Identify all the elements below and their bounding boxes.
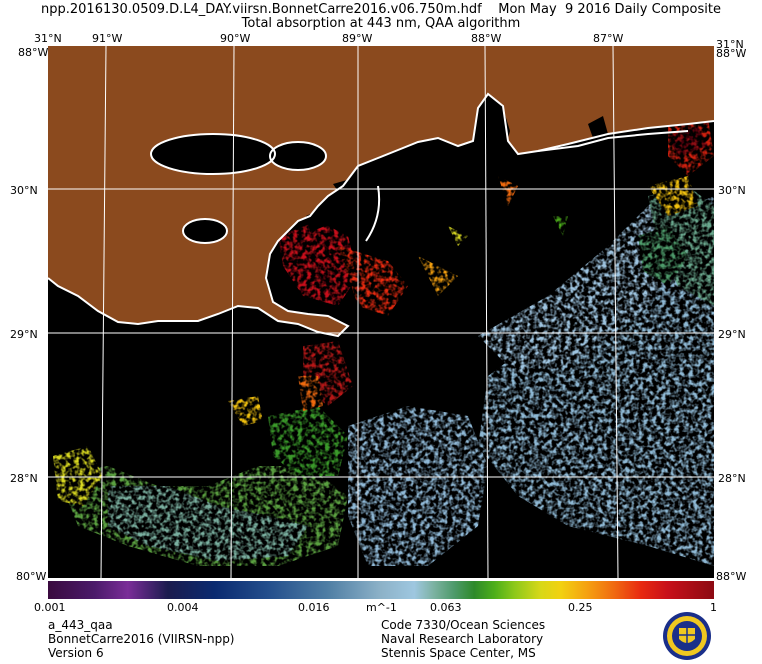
lat-label-28n-right: 28°N bbox=[718, 472, 746, 485]
lon-label-89w: 89°W bbox=[342, 32, 373, 45]
corner-lon-bottom-right: 88°W bbox=[716, 570, 747, 583]
lon-label-91w: 91°W bbox=[92, 32, 123, 45]
colorbar-tick-0004: 0.004 bbox=[167, 601, 199, 614]
footer-code: Code 7330/Ocean Sciences bbox=[381, 618, 546, 632]
colorbar bbox=[48, 581, 714, 599]
footer-product: a_443_qaa bbox=[48, 618, 113, 632]
colorbar-tick-0016: 0.016 bbox=[298, 601, 330, 614]
colorbar-unit: m^-1 bbox=[366, 601, 397, 614]
lat-label-29n-left: 29°N bbox=[10, 328, 38, 341]
coastline bbox=[48, 92, 714, 338]
lat-label-30n-left: 30°N bbox=[10, 184, 38, 197]
corner-lon-top-left: 88°W bbox=[18, 46, 49, 59]
corner-lon-top-right: 88°W bbox=[716, 47, 747, 60]
corner-lat-top-right: 31°N bbox=[716, 38, 744, 51]
corner-lon-bottom-left: 80°W bbox=[16, 570, 47, 583]
colorbar-tick-025: 0.25 bbox=[568, 601, 593, 614]
absorption-data bbox=[53, 118, 714, 566]
lat-label-28n-left: 28°N bbox=[10, 472, 38, 485]
header-title: npp.2016130.0509.D.L4_DAY.viirsn.BonnetC… bbox=[41, 2, 721, 17]
graticule bbox=[48, 46, 714, 578]
nrl-seal-logo bbox=[663, 612, 711, 660]
map-svg bbox=[48, 46, 714, 578]
header-subtitle: Total absorption at 443 nm, QAA algorith… bbox=[241, 16, 521, 31]
corner-lat-top-left: 31°N bbox=[34, 32, 62, 45]
lon-label-88w: 88°W bbox=[471, 32, 502, 45]
colorbar-tick-1: 1 bbox=[710, 601, 717, 614]
lon-label-87w: 87°W bbox=[593, 32, 624, 45]
satellite-map bbox=[48, 46, 714, 578]
colorbar-tick-0063: 0.063 bbox=[430, 601, 462, 614]
lat-label-30n-right: 30°N bbox=[718, 184, 746, 197]
footer-location: Stennis Space Center, MS bbox=[381, 646, 536, 660]
lat-label-29n-right: 29°N bbox=[718, 328, 746, 341]
land-mass bbox=[48, 46, 714, 336]
footer-region: BonnetCarre2016 (VIIRSN-npp) bbox=[48, 632, 235, 646]
footer-version: Version 6 bbox=[48, 646, 104, 660]
footer-lab: Naval Research Laboratory bbox=[381, 632, 544, 646]
colorbar-tick-0001: 0.001 bbox=[34, 601, 66, 614]
lon-label-90w: 90°W bbox=[220, 32, 251, 45]
